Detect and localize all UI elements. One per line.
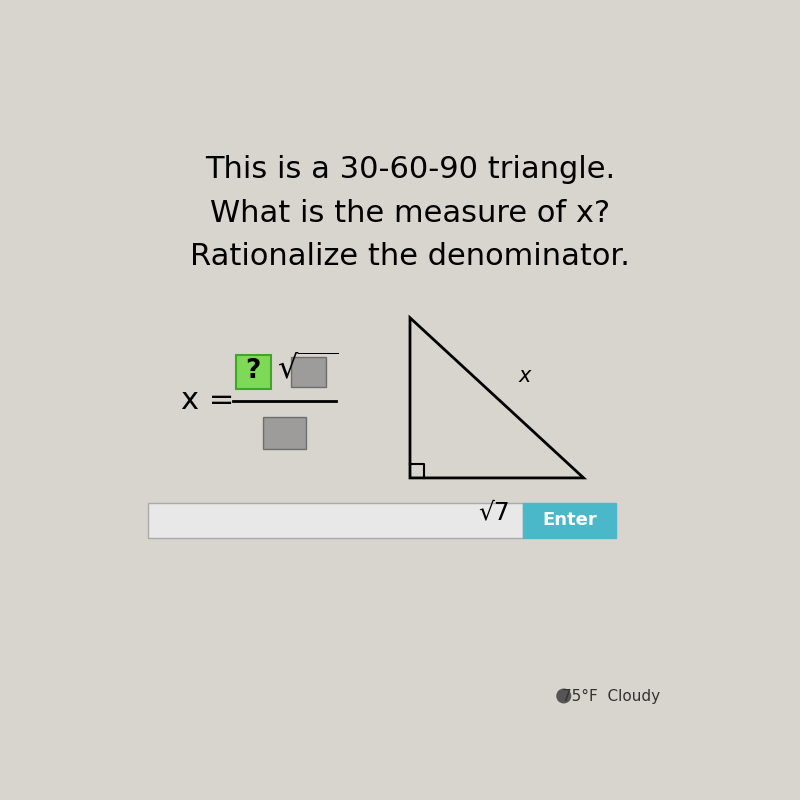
FancyBboxPatch shape: [291, 357, 326, 386]
Text: Rationalize the denominator.: Rationalize the denominator.: [190, 242, 630, 270]
Text: 75°F  Cloudy: 75°F Cloudy: [562, 689, 661, 704]
Text: $\sqrt{\quad}$: $\sqrt{\quad}$: [277, 354, 338, 386]
Text: What is the measure of x?: What is the measure of x?: [210, 198, 610, 227]
Text: This is a 30-60-90 triangle.: This is a 30-60-90 triangle.: [205, 155, 615, 185]
FancyBboxPatch shape: [523, 503, 616, 538]
Text: √7: √7: [478, 501, 510, 525]
Text: Enter: Enter: [542, 511, 598, 530]
FancyBboxPatch shape: [236, 355, 270, 389]
FancyBboxPatch shape: [148, 503, 523, 538]
Circle shape: [557, 690, 570, 702]
Text: x =: x =: [181, 386, 244, 415]
Text: x: x: [518, 366, 531, 386]
Text: ?: ?: [246, 358, 261, 384]
FancyBboxPatch shape: [263, 417, 306, 449]
